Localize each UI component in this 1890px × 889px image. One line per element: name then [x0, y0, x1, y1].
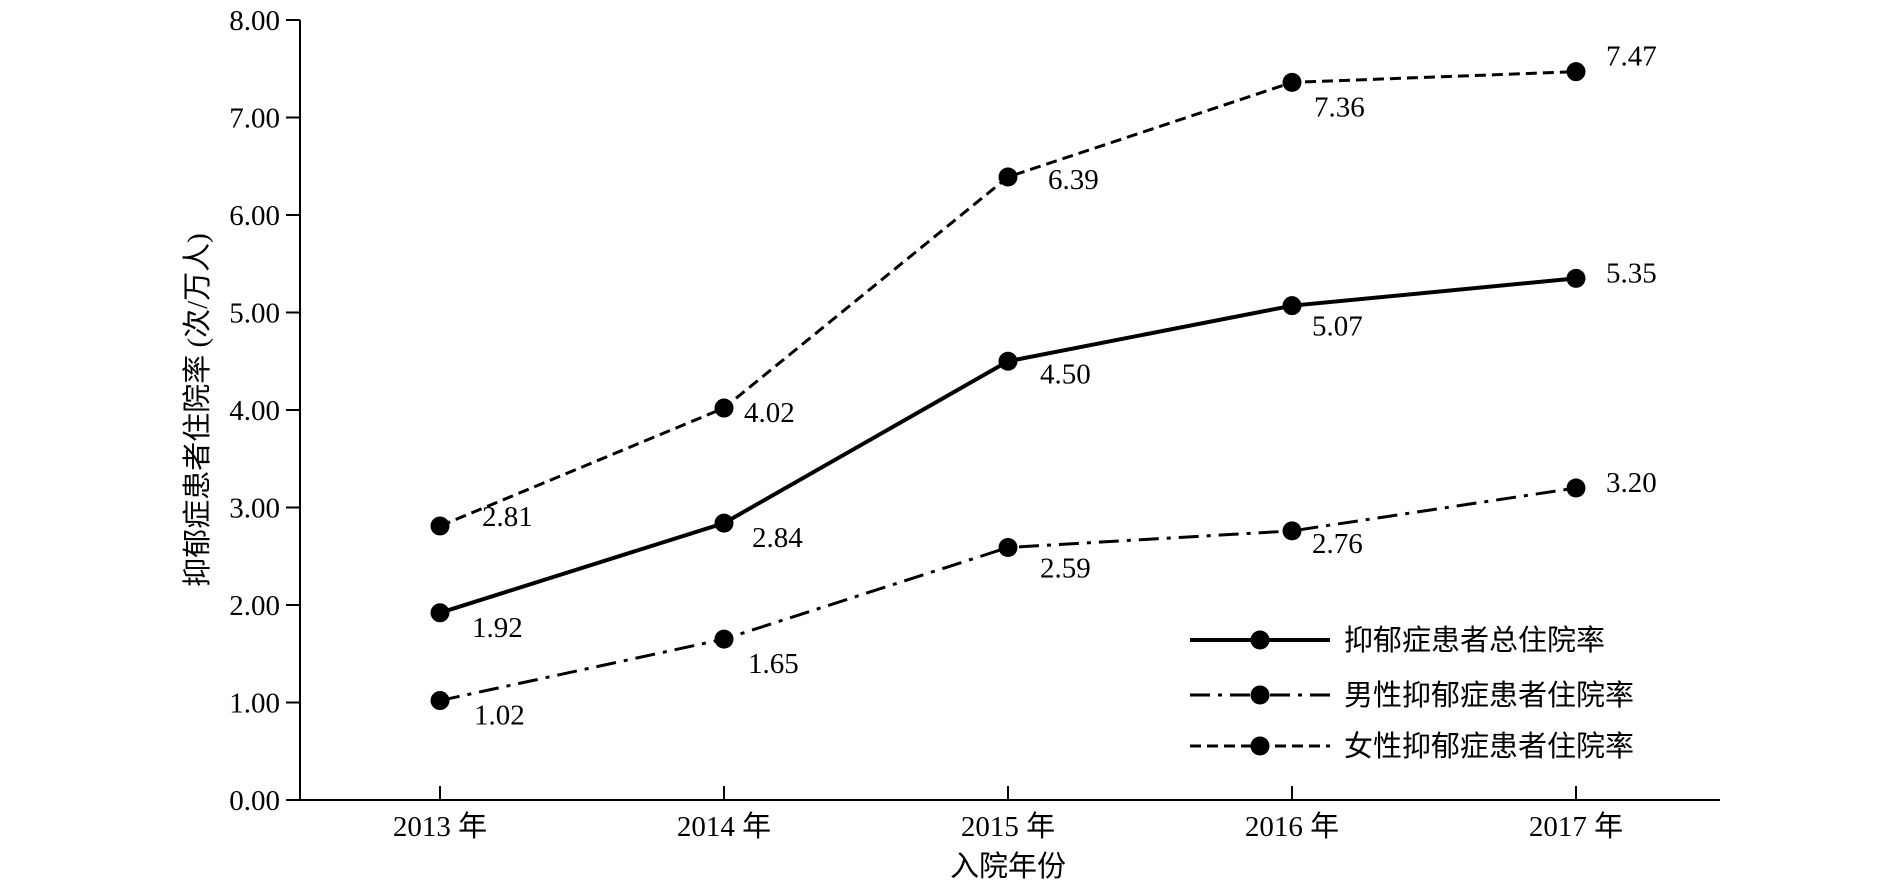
legend-label: 抑郁症患者总住院率 [1344, 624, 1605, 657]
y-axis-title: 抑郁症患者住院率 (次/万人) [181, 233, 214, 587]
x-tick-label: 2016 年 [1245, 810, 1339, 843]
y-tick-label: 5.00 [229, 298, 280, 330]
y-tick-label: 8.00 [229, 5, 280, 37]
data-label: 5.35 [1606, 257, 1657, 289]
data-point [1282, 296, 1302, 316]
series-line-2 [439, 486, 1577, 703]
data-label: 2.84 [752, 522, 803, 554]
data-point [1282, 521, 1302, 541]
data-point [430, 516, 450, 536]
series-layer [430, 62, 1586, 711]
data-point [998, 351, 1018, 371]
data-label: 3.20 [1606, 467, 1657, 499]
data-label: 2.59 [1040, 552, 1091, 584]
x-tick-label: 2015 年 [961, 810, 1055, 843]
y-tick-label: 0.00 [229, 785, 280, 817]
legend-marker [1250, 736, 1270, 756]
data-label: 1.92 [472, 612, 523, 644]
data-labels: 1.92 2.84 4.50 5.07 5.35 1.02 1.65 2.59 2.76 3.20… [472, 41, 1657, 732]
series-line-1 [439, 276, 1577, 615]
data-label: 6.39 [1048, 164, 1099, 196]
data-label: 4.02 [744, 397, 795, 429]
data-label: 1.02 [474, 700, 525, 732]
data-point [714, 513, 734, 533]
data-point [1566, 62, 1586, 82]
data-point [998, 537, 1018, 557]
y-tick-label: 4.00 [229, 395, 280, 427]
x-tick-label: 2013 年 [393, 810, 487, 843]
data-point [998, 167, 1018, 187]
data-label: 5.07 [1312, 311, 1363, 343]
legend-marker [1250, 685, 1270, 705]
legend-label: 男性抑郁症患者住院率 [1344, 679, 1634, 712]
axes: 0.00 1.00 2.00 3.00 4.00 5.00 6.00 7.00 8.00 2013… [181, 5, 1720, 883]
x-axis-title: 入院年份 [950, 850, 1066, 883]
data-label: 2.76 [1312, 528, 1363, 560]
data-point [430, 691, 450, 711]
data-label: 7.36 [1314, 91, 1365, 123]
y-tick-label: 3.00 [229, 493, 280, 525]
legend-label: 女性抑郁症患者住院率 [1344, 730, 1634, 763]
y-tick-label: 6.00 [229, 200, 280, 232]
y-tick-label: 1.00 [229, 688, 280, 720]
data-point [1566, 268, 1586, 288]
data-point [1566, 478, 1586, 498]
data-point [430, 603, 450, 623]
legend-marker [1250, 630, 1270, 650]
x-tick-label: 2017 年 [1529, 810, 1623, 843]
data-label: 2.81 [482, 501, 533, 533]
data-label: 7.47 [1606, 41, 1657, 73]
data-label: 4.50 [1040, 358, 1091, 390]
data-point [714, 398, 734, 418]
x-tick-label: 2014 年 [677, 810, 771, 843]
data-point [1282, 72, 1302, 92]
y-tick-label: 7.00 [229, 103, 280, 135]
series-line-3 [439, 70, 1577, 528]
data-point [714, 629, 734, 649]
data-label: 1.65 [748, 648, 799, 680]
y-tick-label: 2.00 [229, 590, 280, 622]
